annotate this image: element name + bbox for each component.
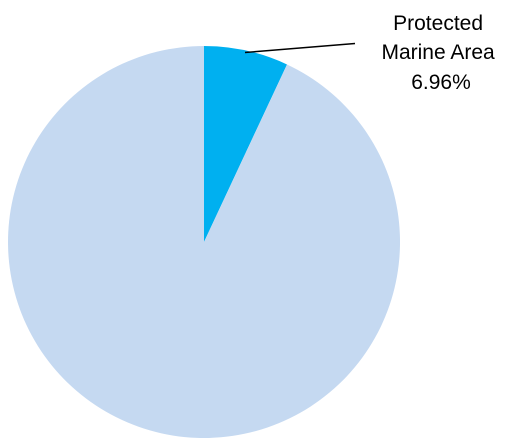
pie-slices [8,46,401,438]
pie-slice-remainder [8,46,401,438]
slice-leader-line [244,42,356,54]
pie-slice-protected-marine-area [204,46,288,242]
slice-label-line-2: Marine Area [381,41,495,64]
slice-label-line-3: 6.96% [411,71,471,94]
slice-label-line-1: Protected [393,12,483,35]
slice-label-protected: Protected Marine Area 6.96% [381,12,500,94]
